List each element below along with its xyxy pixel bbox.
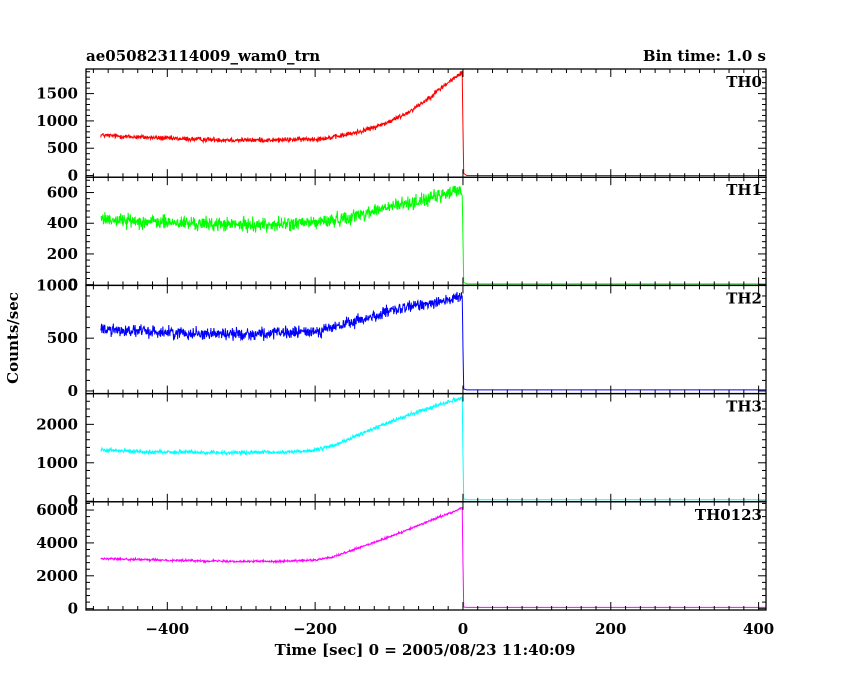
series-label-th2: TH2 bbox=[726, 289, 762, 307]
series-label-th0123: TH0123 bbox=[695, 506, 762, 524]
panel-th0: 0 500 1000 1500 TH0 bbox=[36, 68, 767, 185]
series-line-th2 bbox=[100, 291, 766, 391]
x-tick-label: 200 bbox=[595, 620, 626, 638]
x-axis-tick-labels: −400 −200 0 200 400 bbox=[145, 620, 774, 638]
panel-frame bbox=[85, 68, 767, 178]
series-label-th1: TH1 bbox=[726, 181, 762, 199]
y-tick-label: 2000 bbox=[36, 415, 78, 433]
y-tick-label: 200 bbox=[47, 245, 78, 263]
y-tick-label: 500 bbox=[47, 139, 78, 157]
series-line-th1 bbox=[100, 185, 766, 285]
panel-th0123: 0 2000 4000 6000 TH0123 bbox=[36, 501, 767, 618]
y-tick-label: 1500 bbox=[36, 85, 78, 103]
x-tick-label: 0 bbox=[458, 620, 468, 638]
y-tick-label: 6000 bbox=[36, 501, 78, 519]
y-tick-label: 400 bbox=[47, 214, 78, 232]
panel-th2: 0 500 1000 TH2 bbox=[36, 276, 767, 400]
y-tick-label: 0 bbox=[68, 276, 78, 294]
panel-th3: 0 1000 2000 TH3 bbox=[36, 392, 767, 510]
y-tick-label: 4000 bbox=[36, 534, 78, 552]
series-line-th0123 bbox=[100, 506, 766, 608]
series-label-th0: TH0 bbox=[726, 73, 762, 91]
series-label-th3: TH3 bbox=[726, 398, 762, 416]
x-tick-label: −400 bbox=[145, 620, 189, 638]
chart-title: ae050823114009_wam0_trn bbox=[86, 47, 320, 65]
series-line-th3 bbox=[100, 396, 766, 501]
y-tick-label: 0 bbox=[68, 600, 78, 618]
y-tick-label: 1000 bbox=[36, 276, 78, 294]
y-tick-label: 0 bbox=[68, 492, 78, 510]
y-axis-label: Counts/sec bbox=[4, 292, 22, 384]
panel-frame bbox=[85, 176, 767, 287]
x-axis-label: Time [sec] 0 = 2005/08/23 11:40:09 bbox=[275, 641, 576, 659]
panel-th1: 0 200 400 600 TH1 bbox=[47, 176, 767, 294]
y-tick-label: 500 bbox=[47, 329, 78, 347]
x-tick-label: 400 bbox=[743, 620, 774, 638]
y-tick-label: 0 bbox=[68, 382, 78, 400]
y-tick-label: 1000 bbox=[36, 112, 78, 130]
x-tick-label: −200 bbox=[293, 620, 337, 638]
y-tick-label: 1000 bbox=[36, 454, 78, 472]
panel-frame bbox=[85, 501, 767, 611]
y-tick-label: 0 bbox=[68, 167, 78, 185]
bin-time-label: Bin time: 1.0 s bbox=[643, 47, 766, 65]
y-tick-label: 2000 bbox=[36, 567, 78, 585]
series-line-th0 bbox=[100, 70, 766, 177]
y-tick-label: 600 bbox=[47, 184, 78, 202]
